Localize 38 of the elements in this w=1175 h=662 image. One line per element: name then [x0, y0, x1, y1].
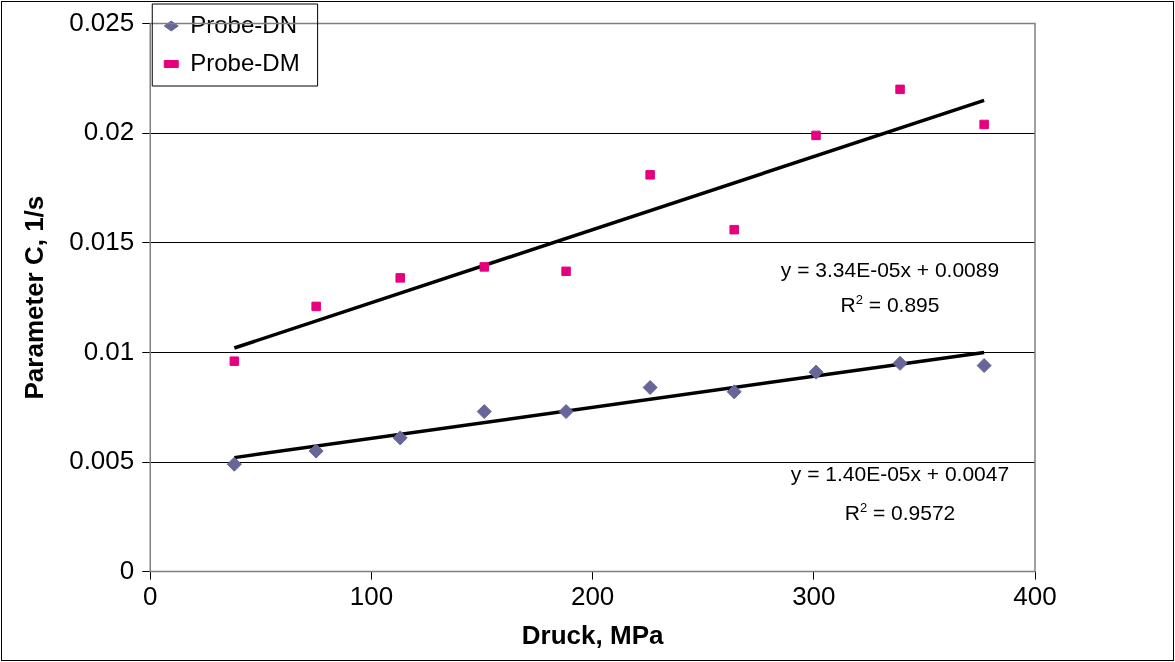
x-tick-label: 200 — [570, 581, 615, 612]
x-tick-label: 0 — [143, 581, 158, 612]
point — [645, 170, 655, 180]
y-tick-label: 0.01 — [83, 335, 135, 366]
point — [642, 379, 658, 395]
y-tick-label: 0.005 — [69, 445, 135, 476]
y-axis-title: Parameter C, 1/s — [18, 195, 49, 400]
annotation: R$^{2}$ = 0.895 — [840, 292, 940, 317]
point — [226, 456, 242, 472]
annotation: R$^{2}$ = 0.9572 — [844, 500, 956, 525]
point — [979, 119, 989, 130]
annotation: y = 1.40E-05x + 0.0047 — [790, 462, 1010, 486]
x-tick-label: 400 — [1013, 581, 1057, 612]
annotation: y = 3.34E-05x + 0.0089 — [780, 258, 1000, 282]
y-tick-label: 0.02 — [83, 116, 135, 147]
y-tick-label: 0.025 — [69, 6, 135, 37]
point — [729, 224, 739, 235]
point — [229, 356, 240, 366]
point — [479, 262, 489, 272]
legend-label: Probe-DM — [190, 48, 300, 76]
x-axis-title: Druck, MPa — [521, 619, 664, 650]
point — [476, 404, 492, 420]
y-tick-label: 0.015 — [69, 225, 135, 256]
point — [895, 84, 905, 95]
x-tick-label: 100 — [349, 581, 394, 612]
y-tick-label: 0 — [119, 554, 135, 585]
point — [726, 384, 742, 400]
point — [308, 443, 324, 459]
point — [558, 404, 574, 420]
point — [811, 130, 821, 141]
point — [892, 355, 908, 371]
point — [395, 273, 405, 283]
x-tick-label: 300 — [792, 581, 836, 612]
point — [311, 301, 321, 312]
point — [808, 364, 824, 380]
point — [976, 358, 992, 374]
point — [392, 430, 408, 446]
point — [561, 266, 571, 277]
